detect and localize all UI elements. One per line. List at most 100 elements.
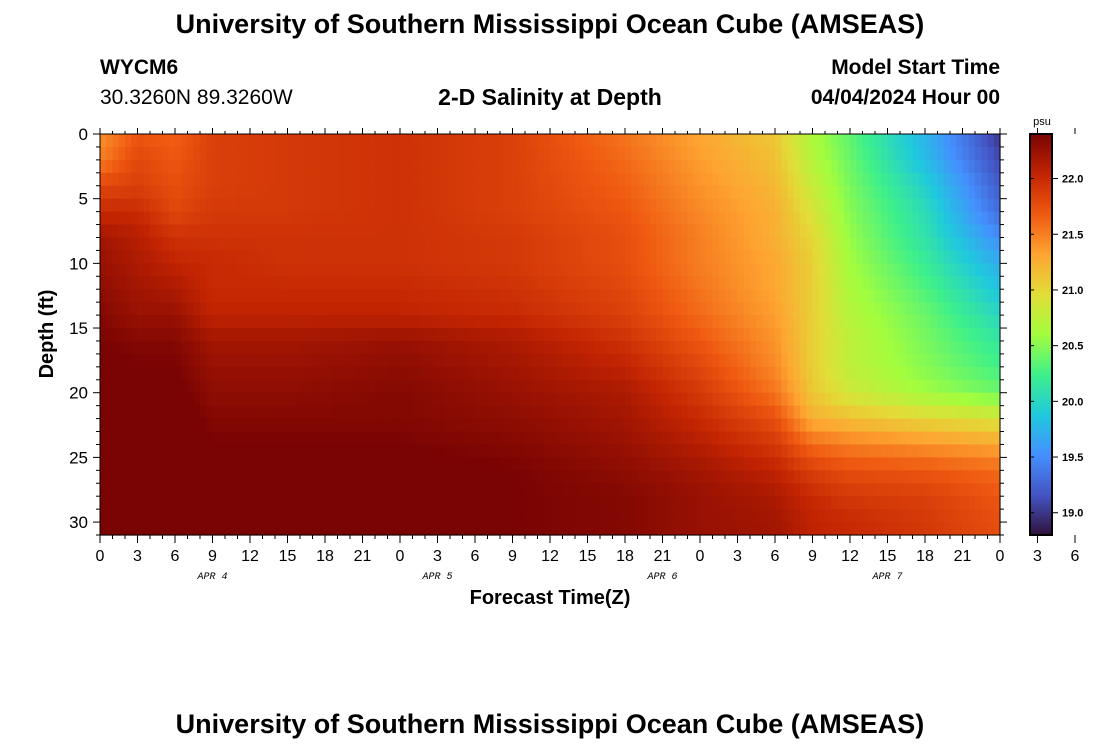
heatmap-cell bbox=[387, 340, 395, 355]
heatmap-cell bbox=[781, 418, 789, 433]
heatmap-cell bbox=[718, 185, 726, 200]
heatmap-cell bbox=[643, 276, 651, 290]
heatmap-cell bbox=[562, 250, 570, 264]
heatmap-cell bbox=[568, 250, 576, 264]
heatmap-cell bbox=[462, 392, 470, 407]
heatmap-cell bbox=[512, 263, 520, 277]
heatmap-cell bbox=[331, 237, 339, 252]
heatmap-cell bbox=[587, 146, 595, 161]
heatmap-cell bbox=[850, 263, 857, 277]
heatmap-cell bbox=[737, 431, 745, 446]
heatmap-cell bbox=[131, 392, 139, 407]
heatmap-cell bbox=[368, 522, 376, 536]
heatmap-cell bbox=[487, 315, 495, 329]
heatmap-cell bbox=[962, 198, 970, 213]
heatmap-cell bbox=[531, 134, 539, 148]
heatmap-cell bbox=[693, 405, 701, 420]
heatmap-cell bbox=[975, 263, 982, 277]
heatmap-cell bbox=[793, 379, 801, 394]
heatmap-cell bbox=[768, 146, 776, 161]
heatmap-cell bbox=[700, 405, 707, 420]
heatmap-cell bbox=[168, 496, 176, 510]
heatmap-cell bbox=[518, 483, 526, 497]
heatmap-cell bbox=[137, 328, 145, 342]
heatmap-cell bbox=[268, 224, 276, 239]
heatmap-cell bbox=[225, 379, 232, 394]
heatmap-cell bbox=[656, 418, 664, 433]
heatmap-cell bbox=[956, 496, 964, 510]
heatmap-cell bbox=[481, 405, 489, 420]
heatmap-cell bbox=[356, 185, 364, 200]
heatmap-cell bbox=[906, 405, 914, 420]
heatmap-cell bbox=[231, 444, 239, 458]
heatmap-cell bbox=[975, 379, 982, 394]
heatmap-cell bbox=[800, 340, 807, 355]
heatmap-cell bbox=[237, 392, 245, 407]
heatmap-cell bbox=[312, 392, 320, 407]
heatmap-cell bbox=[718, 276, 726, 290]
heatmap-cell bbox=[525, 134, 532, 148]
heatmap-cell bbox=[137, 444, 145, 458]
heatmap-cell bbox=[706, 379, 714, 394]
heatmap-cell bbox=[725, 315, 732, 329]
heatmap-cell bbox=[943, 366, 951, 381]
heatmap-cell bbox=[668, 457, 676, 471]
heatmap-cell bbox=[243, 302, 251, 316]
heatmap-cell bbox=[600, 315, 607, 329]
heatmap-cell bbox=[537, 431, 545, 446]
heatmap-cell bbox=[525, 250, 532, 264]
heatmap-cell bbox=[343, 496, 351, 510]
heatmap-cell bbox=[856, 328, 864, 342]
heatmap-cell bbox=[987, 134, 995, 148]
heatmap-cell bbox=[268, 457, 276, 471]
heatmap-cell bbox=[231, 224, 239, 239]
y-axis-label: Depth (ft) bbox=[36, 290, 58, 379]
heatmap-cell bbox=[337, 224, 345, 239]
heatmap-cell bbox=[556, 328, 564, 342]
heatmap-cell bbox=[862, 134, 870, 148]
heatmap-cell bbox=[418, 457, 426, 471]
heatmap-cell bbox=[862, 483, 870, 497]
heatmap-cell bbox=[850, 289, 857, 303]
heatmap-cell bbox=[662, 457, 670, 471]
heatmap-cell bbox=[943, 483, 951, 497]
heatmap-cell bbox=[925, 302, 932, 316]
heatmap-cell bbox=[250, 379, 257, 394]
heatmap-cell bbox=[275, 340, 282, 355]
heatmap-cell bbox=[575, 134, 582, 148]
heatmap-cell bbox=[662, 315, 670, 329]
heatmap-cell bbox=[587, 328, 595, 342]
heatmap-cell bbox=[956, 250, 964, 264]
heatmap-cell bbox=[368, 211, 376, 226]
heatmap-cell bbox=[375, 328, 382, 342]
heatmap-cell bbox=[556, 431, 564, 446]
heatmap-cell bbox=[950, 146, 957, 161]
heatmap-cell bbox=[868, 366, 876, 381]
heatmap-cell bbox=[643, 522, 651, 536]
heatmap-cell bbox=[193, 379, 201, 394]
heatmap-cell bbox=[200, 315, 207, 329]
heatmap-cell bbox=[356, 457, 364, 471]
heatmap-cell bbox=[656, 457, 664, 471]
heatmap-cell bbox=[468, 159, 476, 174]
heatmap-cell bbox=[625, 457, 632, 471]
heatmap-cell bbox=[562, 457, 570, 471]
heatmap-cell bbox=[481, 496, 489, 510]
heatmap-cell bbox=[237, 522, 245, 536]
heatmap-cell bbox=[443, 250, 451, 264]
heatmap-cell bbox=[256, 522, 264, 536]
heatmap-cell bbox=[843, 289, 851, 303]
heatmap-cell bbox=[131, 146, 139, 161]
heatmap-cell bbox=[381, 392, 389, 407]
heatmap-cell bbox=[493, 198, 501, 213]
heatmap-cell bbox=[856, 172, 864, 187]
heatmap-cell bbox=[625, 431, 632, 446]
heatmap-cell bbox=[781, 224, 789, 239]
heatmap-cell bbox=[800, 237, 807, 252]
heatmap-cell bbox=[743, 405, 751, 420]
heatmap-cell bbox=[581, 159, 589, 174]
heatmap-cell bbox=[525, 509, 532, 523]
heatmap-cell bbox=[300, 522, 307, 536]
heatmap-cell bbox=[456, 198, 464, 213]
heatmap-cell bbox=[937, 224, 945, 239]
